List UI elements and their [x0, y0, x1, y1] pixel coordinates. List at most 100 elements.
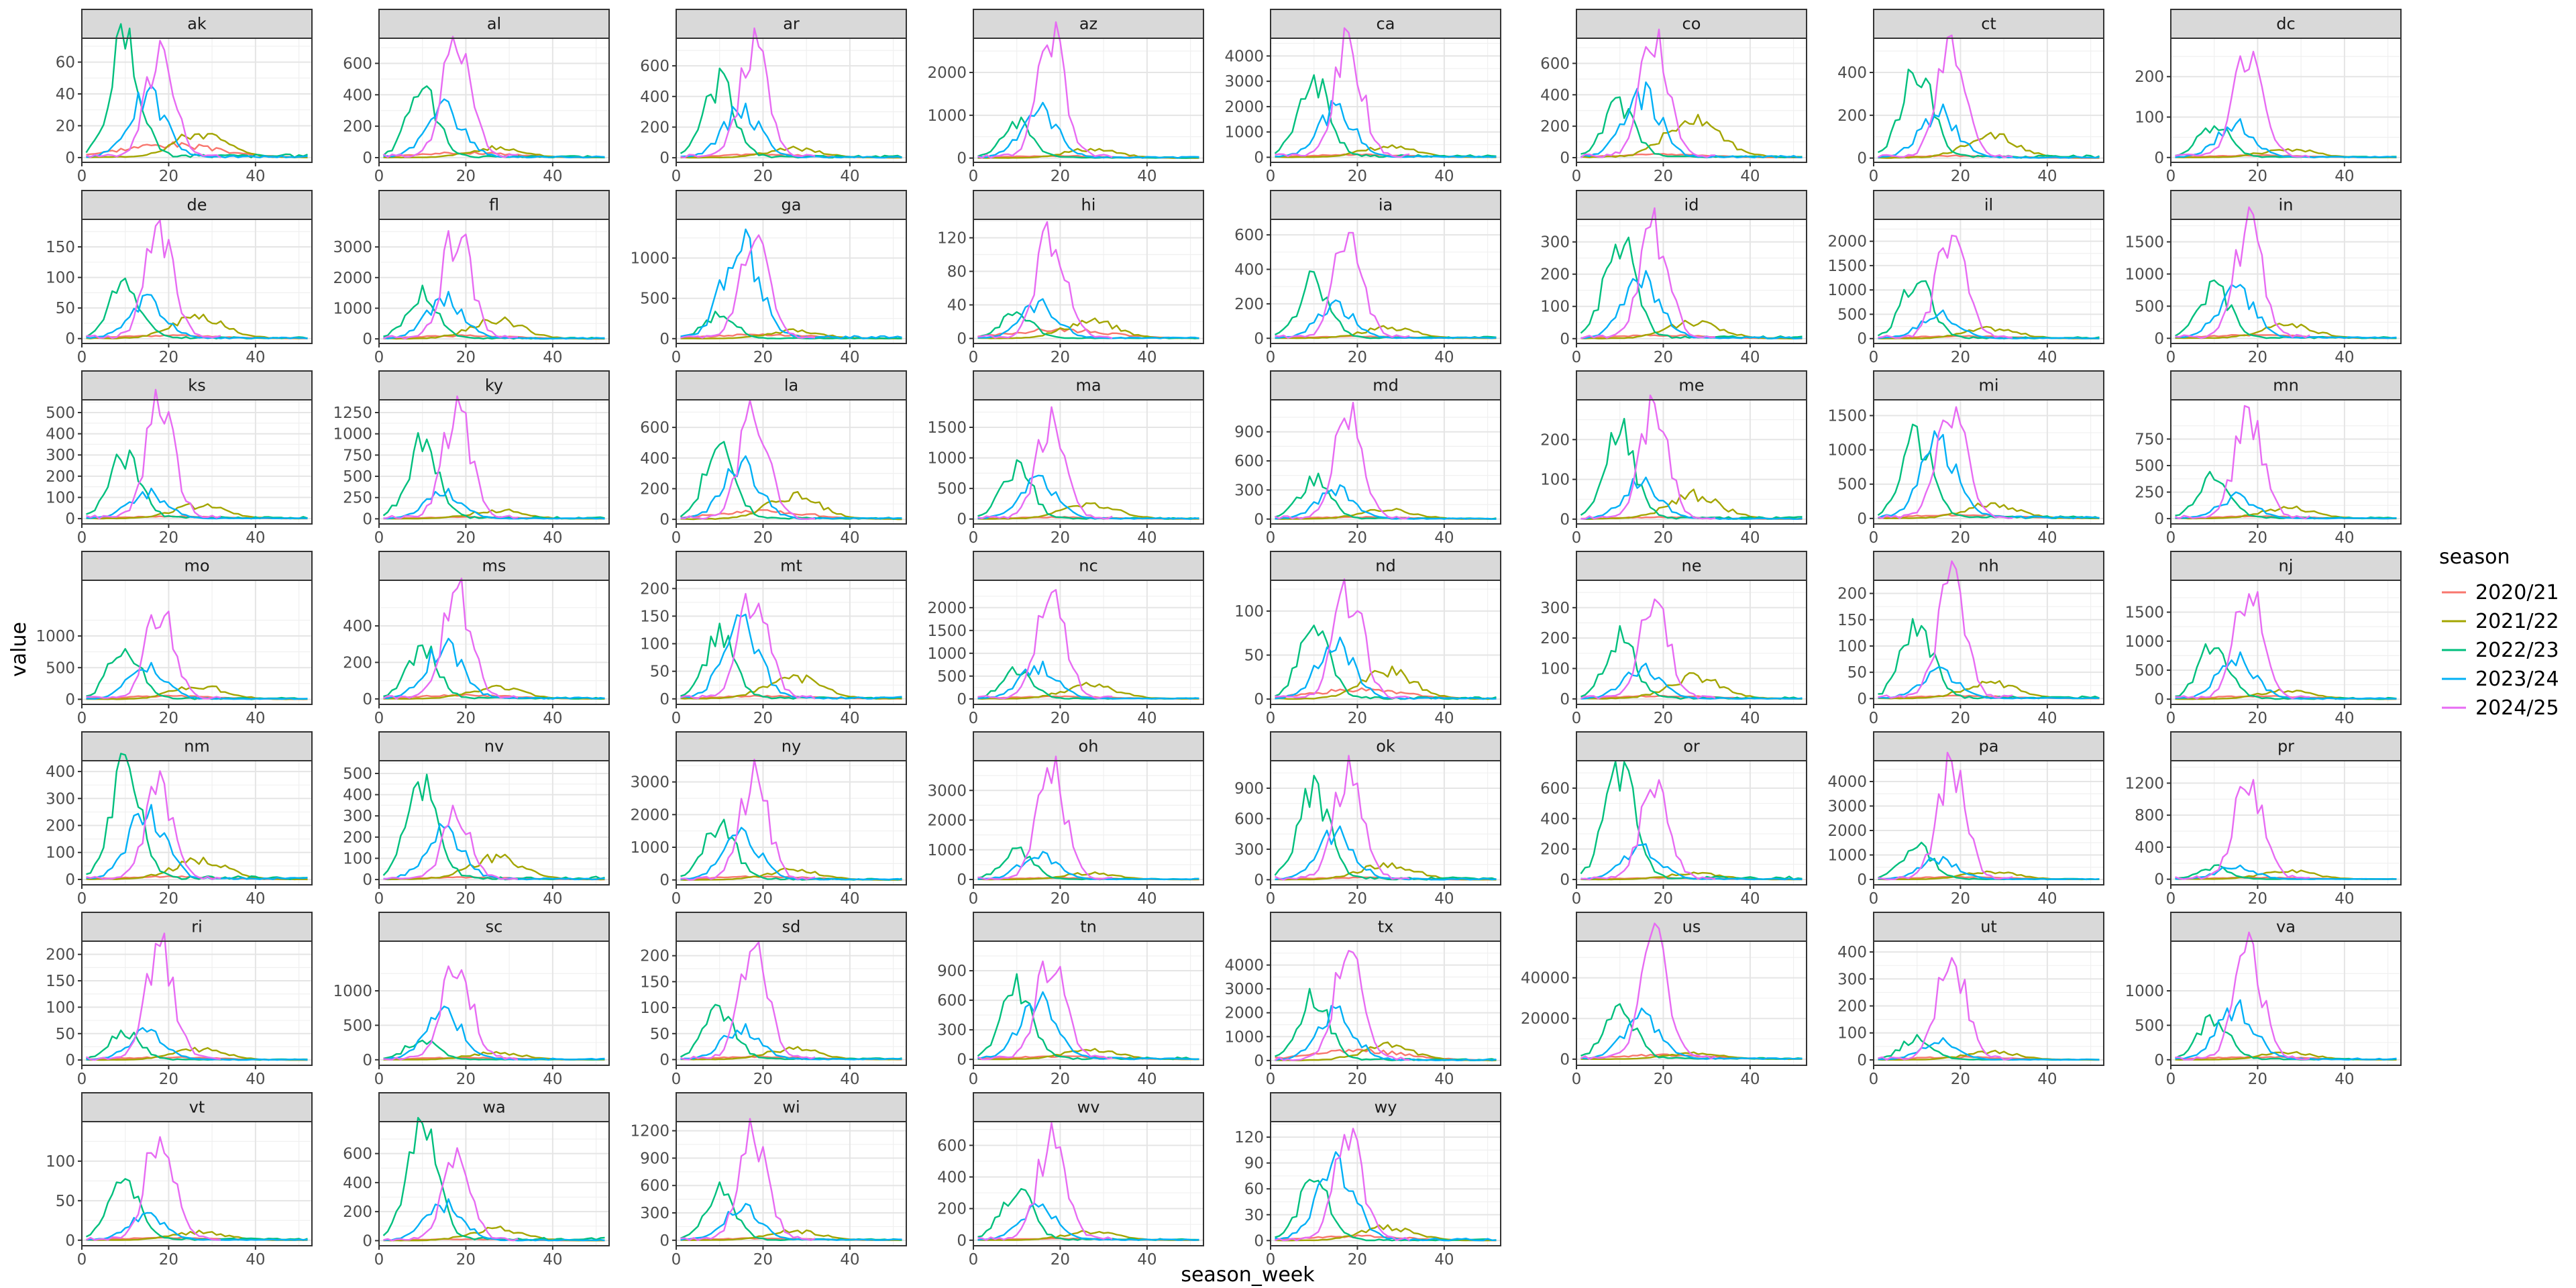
facet-strip-label: nv — [484, 737, 504, 756]
x-tick-label: 40 — [2037, 529, 2057, 547]
x-tick-label: 20 — [456, 1251, 476, 1269]
panel-border — [2170, 941, 2402, 1066]
facet-panel-nh: nh 0 20 40 0 50 100 150 200 — [1837, 551, 2104, 727]
y-tick-label: 900 — [937, 963, 967, 980]
y-tick-label: 400 — [343, 87, 372, 104]
y-tick-label: 900 — [1234, 780, 1264, 798]
facet-panel-sd: sd 0 20 40 0 50 100 150 200 — [640, 912, 907, 1088]
x-tick-label: 20 — [1951, 710, 1970, 727]
y-tick-label: 500 — [937, 668, 967, 686]
x-tick-label: 40 — [840, 890, 859, 908]
x-tick-label: 40 — [1434, 890, 1454, 908]
y-tick-label: 0 — [659, 1051, 669, 1069]
x-tick-label: 0 — [969, 1071, 979, 1088]
y-tick-label: 400 — [343, 618, 372, 635]
y-tick-label: 120 — [937, 230, 967, 248]
series-line-2023/24 — [383, 637, 605, 700]
plot-area — [379, 761, 609, 885]
y-tick-label: 0 — [2154, 511, 2164, 528]
facet-panel-oh: oh 0 20 40 0 1000 2000 3000 — [927, 731, 1204, 908]
x-tick-label: 20 — [1051, 168, 1070, 185]
facet-strip-label: ks — [188, 376, 205, 395]
panel-border — [1270, 219, 1501, 344]
y-tick-label: 1000 — [927, 450, 967, 468]
y-tick-label: 50 — [1847, 664, 1867, 682]
facet-strip — [1576, 912, 1807, 942]
series-line-2024/25 — [1878, 560, 2013, 699]
series-line-2023/24 — [383, 1198, 605, 1242]
x-tick-label: 40 — [543, 1251, 562, 1269]
facet-strip — [2170, 370, 2402, 400]
x-tick-label: 20 — [159, 1251, 178, 1269]
x-tick-label: 20 — [1951, 349, 1970, 366]
x-tick-label: 20 — [1951, 529, 1970, 547]
y-tick-label: 600 — [1234, 453, 1264, 470]
series-line-2024/25 — [1275, 1128, 1410, 1242]
x-tick-label: 0 — [1572, 890, 1582, 908]
y-tick-label: 200 — [46, 468, 75, 486]
series-line-2023/24 — [383, 488, 605, 520]
panel-border — [1576, 399, 1807, 525]
y-tick-label: 2000 — [1827, 233, 1867, 251]
legend: season 2020/21 2021/22 2022/23 2023/24 2024/… — [2439, 545, 2559, 720]
y-tick-label: 0 — [2154, 691, 2164, 708]
panel-border — [1270, 941, 1501, 1066]
y-tick-label: 600 — [640, 1177, 669, 1195]
series-line-2024/25 — [1274, 401, 1410, 520]
facet-strip-label: ct — [1981, 15, 1996, 34]
series-line-2024/25 — [382, 230, 519, 340]
facet-panel-ne: ne 0 20 40 0 100 200 300 — [1540, 551, 1807, 727]
series-line-2024/25 — [2175, 405, 2310, 520]
y-tick-label: 4000 — [1224, 957, 1264, 975]
x-tick-label: 40 — [1434, 168, 1454, 185]
facet-panel-ma: ma 0 20 40 0 500 1000 1500 — [927, 370, 1204, 547]
y-tick-label: 100 — [1837, 1025, 1867, 1042]
x-tick-label: 0 — [374, 349, 384, 366]
panel-border — [676, 580, 907, 705]
y-tick-label: 750 — [2135, 431, 2164, 449]
facet-panel-ri: ri 0 20 40 0 50 100 150 200 — [46, 912, 313, 1088]
facet-panel-az: az 0 20 40 0 1000 2000 — [927, 9, 1204, 185]
y-tick-label: 150 — [46, 973, 75, 990]
x-tick-label: 0 — [672, 710, 682, 727]
plot-area — [1576, 38, 1807, 162]
y-tick-label: 1000 — [333, 300, 372, 317]
y-tick-label: 0 — [2154, 330, 2164, 347]
series-line-2023/24 — [977, 1202, 1199, 1241]
series-line-2023/24 — [383, 822, 605, 881]
facet-strip — [378, 551, 610, 581]
facet-strip-label: id — [1684, 196, 1699, 215]
series-line-2023/24 — [977, 101, 1199, 159]
y-tick-label: 0 — [957, 150, 967, 168]
facet-strip-label: al — [487, 15, 501, 34]
y-tick-label: 300 — [937, 1022, 967, 1039]
x-tick-label: 40 — [1137, 529, 1157, 547]
facet-panel-ny: ny 0 20 40 0 1000 2000 3000 — [630, 731, 907, 908]
x-tick-label: 20 — [1654, 710, 1673, 727]
y-tick-label: 100 — [640, 636, 669, 653]
y-tick-label: 200 — [1234, 296, 1264, 313]
panel-border — [1270, 580, 1501, 705]
y-tick-label: 250 — [343, 490, 372, 507]
y-tick-label: 20000 — [1521, 1010, 1570, 1028]
facet-panel-tx: tx 0 20 40 0 1000 2000 3000 4000 — [1224, 912, 1501, 1088]
panel-border — [1576, 941, 1807, 1066]
x-tick-label: 0 — [77, 890, 87, 908]
facet-panel-ga: ga 0 20 40 0 500 1000 — [630, 190, 907, 366]
series-line-2023/24 — [1580, 662, 1803, 700]
y-tick-label: 4000 — [1827, 773, 1867, 791]
series-line-2024/25 — [680, 941, 816, 1061]
x-tick-label: 0 — [374, 890, 384, 908]
x-tick-label: 0 — [672, 349, 682, 366]
y-tick-label: 100 — [343, 850, 372, 867]
x-tick-label: 20 — [1654, 168, 1673, 185]
series-line-2024/25 — [1878, 406, 2013, 519]
y-tick-label: 0 — [65, 691, 75, 708]
y-tick-label: 3000 — [1224, 73, 1264, 91]
series-line-2022/23 — [1275, 987, 1497, 1061]
facet-panel-va: va 0 20 40 0 500 1000 — [2125, 912, 2402, 1088]
x-tick-label: 40 — [2037, 1071, 2057, 1088]
panel-border — [81, 580, 313, 705]
y-tick-label: 0 — [659, 1232, 669, 1250]
